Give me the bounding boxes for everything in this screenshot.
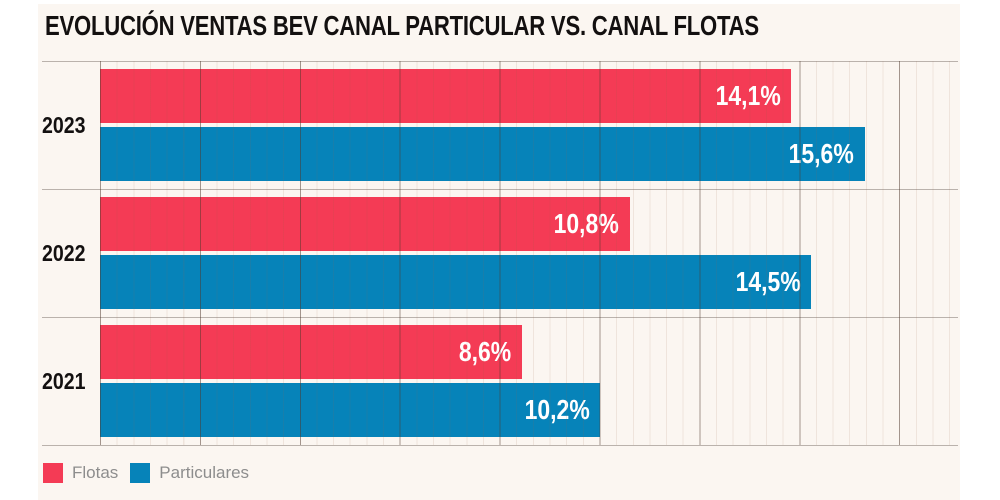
year-label-2022: 2022 [42, 240, 86, 266]
bar-particulares-2022: 14,5% [100, 255, 811, 309]
bar-flotas-2021: 8,6% [100, 325, 522, 379]
year-group-2023: 2023 14,1% 15,6% [42, 61, 958, 189]
value-label-particulares-2022: 14,5% [735, 266, 801, 297]
value-label-flotas-2022: 10,8% [553, 208, 619, 239]
legend-swatch-flotas [43, 463, 63, 483]
bar-particulares-2023: 15,6% [100, 127, 865, 181]
chart-legend: Flotas Particulares [43, 463, 249, 483]
bar-flotas-2022: 10,8% [100, 197, 630, 251]
value-label-flotas-2023: 14,1% [715, 80, 781, 111]
bars-2023: 14,1% 15,6% [100, 62, 958, 189]
legend-swatch-particulares [130, 463, 151, 483]
bar-particulares-2021: 10,2% [100, 383, 601, 437]
year-label-2023: 2023 [42, 112, 86, 138]
legend-label-particulares: Particulares [159, 463, 250, 482]
year-group-2022: 2022 10,8% 14,5% [42, 189, 958, 317]
legend-label-flotas: Flotas [72, 463, 119, 482]
plot-area: 2023 14,1% 15,6% 2022 10,8% 14,5% [42, 61, 958, 446]
value-label-flotas-2021: 8,6% [458, 336, 511, 367]
value-label-particulares-2021: 10,2% [524, 394, 590, 425]
year-label-2021: 2021 [42, 368, 86, 394]
bar-flotas-2023: 14,1% [100, 69, 792, 123]
legend-item-flotas: Flotas [43, 463, 118, 483]
value-label-particulares-2023: 15,6% [789, 138, 855, 169]
bars-2022: 10,8% 14,5% [100, 190, 958, 317]
legend-item-particulares: Particulares [130, 463, 249, 483]
year-group-2021: 2021 8,6% 10,2% [42, 317, 958, 445]
chart-canvas: EVOLUCIÓN VENTAS BEV CANAL PARTICULAR VS… [38, 4, 960, 500]
chart-title: EVOLUCIÓN VENTAS BEV CANAL PARTICULAR VS… [45, 10, 759, 41]
bars-2021: 8,6% 10,2% [100, 318, 958, 445]
